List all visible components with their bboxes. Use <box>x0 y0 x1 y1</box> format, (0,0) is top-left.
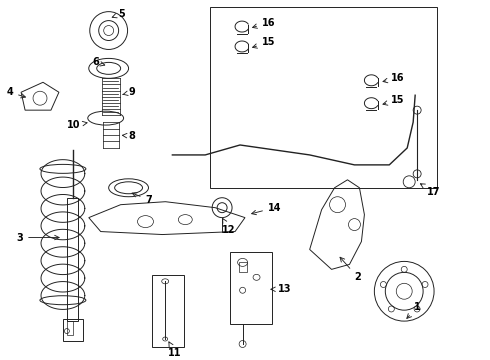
Text: 7: 7 <box>132 193 152 205</box>
Text: 3: 3 <box>16 233 59 243</box>
Text: 12: 12 <box>222 219 236 235</box>
Text: 17: 17 <box>420 184 441 197</box>
Text: 14: 14 <box>252 203 281 215</box>
Bar <box>239 262 246 273</box>
Text: 15: 15 <box>253 37 275 48</box>
Text: 13: 13 <box>271 284 292 294</box>
Text: 1: 1 <box>407 302 421 318</box>
Text: 9: 9 <box>123 87 135 97</box>
Text: 10: 10 <box>67 120 87 130</box>
Text: 15: 15 <box>383 95 405 105</box>
Text: 5: 5 <box>112 9 125 19</box>
Bar <box>68 198 78 321</box>
Text: 6: 6 <box>92 57 105 67</box>
Bar <box>152 275 184 347</box>
Text: 16: 16 <box>253 18 275 28</box>
Text: 2: 2 <box>340 257 361 282</box>
Text: 8: 8 <box>122 131 135 141</box>
Bar <box>210 7 437 188</box>
Bar <box>63 319 83 341</box>
Text: 16: 16 <box>383 73 405 83</box>
Text: 11: 11 <box>169 342 182 358</box>
Bar <box>230 252 272 324</box>
Text: 4: 4 <box>6 87 25 98</box>
Bar <box>67 321 73 335</box>
